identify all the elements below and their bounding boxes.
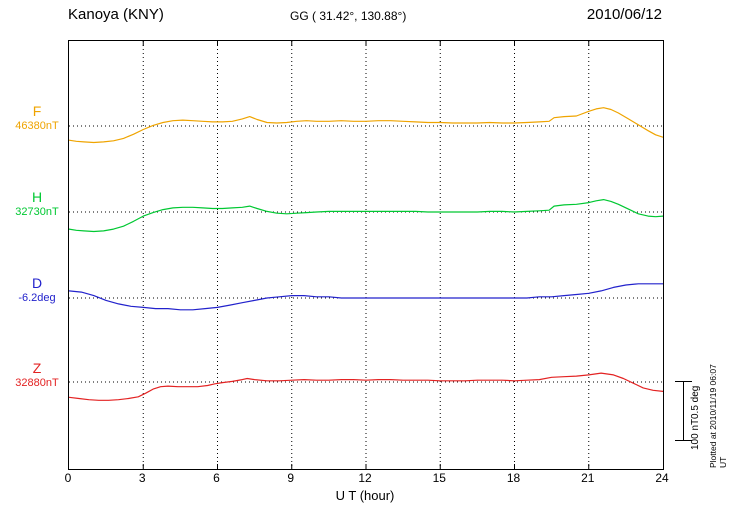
series-letter-D: D [31,275,43,291]
series-label-F: F 46380nT [8,104,66,134]
plotted-at-note: Plotted at 2010/11/19 06:07 UT [708,364,728,468]
plot-frame [68,40,664,470]
station-title: Kanoya (KNY) [68,6,164,23]
x-tick-label: 12 [358,471,372,485]
x-axis-label: U T (hour) [335,488,395,503]
series-baseline-Z: 32880nT [15,377,59,389]
scale-bar-bottom-tick [675,440,692,441]
series-label-Z: Z 32880nT [8,361,66,391]
x-tick-label: 0 [64,471,72,485]
x-tick-label: 9 [287,471,295,485]
series-baseline-D: -6.2deg [18,292,56,304]
scale-label-deg: 0.5 deg [690,385,701,419]
series-letter-F: F [32,103,42,119]
scale-label-nt: 100 nT [690,418,701,450]
scale-bar-top-tick [675,381,692,382]
x-tick-label: 18 [506,471,521,485]
scale-bar-labels: 100 nT 0.5 deg [690,372,702,450]
observation-date: 2010/06/12 [586,6,662,23]
x-tick-label: 21 [581,471,595,485]
series-letter-H: H [31,189,43,205]
series-label-D: D -6.2deg [8,276,66,306]
scale-bar [683,381,684,441]
plot-svg [69,41,663,469]
x-tick-label: 6 [213,471,220,485]
geographic-coordinates: GG ( 31.42°, 130.88°) [290,9,407,23]
series-baseline-H: 32730nT [15,206,59,218]
x-tick-label: 24 [655,471,669,485]
series-label-H: H 32730nT [8,190,66,220]
x-tick-label: 3 [138,471,146,485]
series-baseline-F: 46380nT [15,120,59,132]
series-letter-Z: Z [32,360,42,376]
x-tick-label: 15 [432,471,446,485]
